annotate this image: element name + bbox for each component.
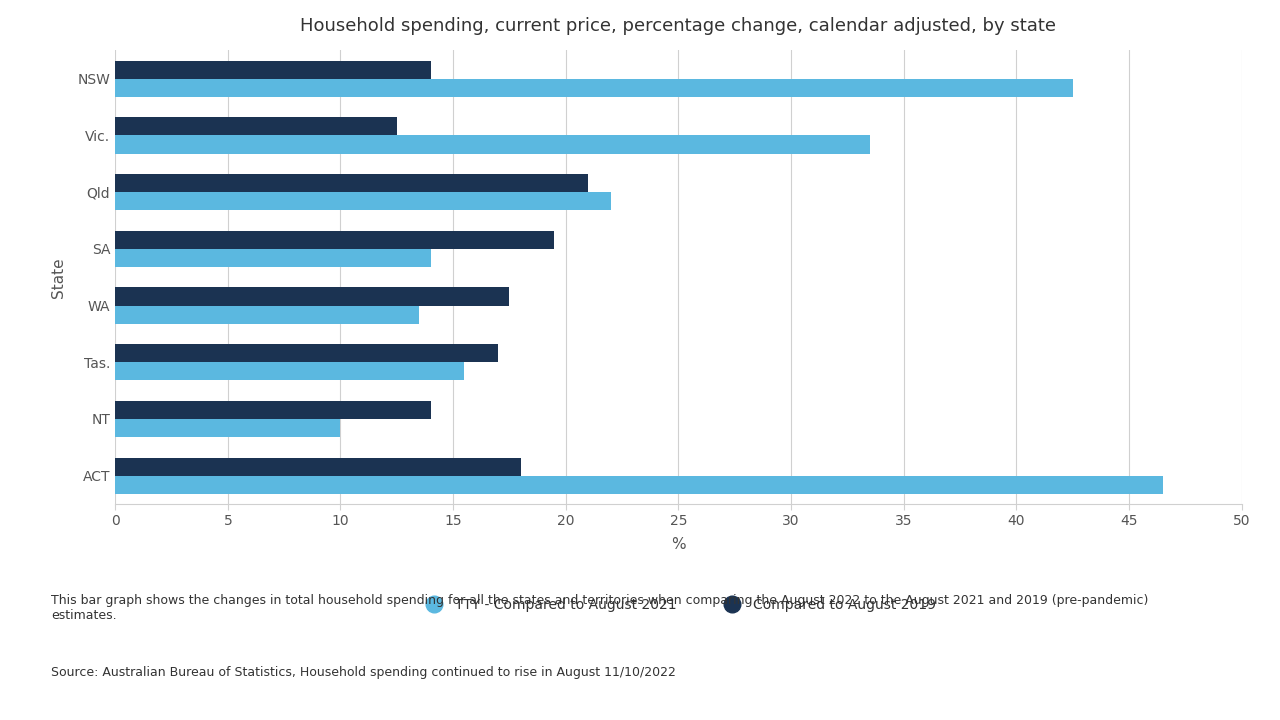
Bar [115,344,498,362]
Bar [115,60,430,78]
Bar [115,457,521,476]
Bar [115,419,340,437]
Text: Source: Australian Bureau of Statistics, Household spending continued to rise in: Source: Australian Bureau of Statistics,… [51,666,676,679]
Legend: TTY - Compared to August 2021, Compared to August 2019: TTY - Compared to August 2021, Compared … [415,593,942,618]
X-axis label: %: % [671,536,686,552]
Bar [115,117,397,135]
Bar [115,476,1162,494]
Bar [115,305,420,324]
Bar [115,230,554,249]
Title: Household spending, current price, percentage change, calendar adjusted, by stat: Household spending, current price, perce… [301,17,1056,35]
Text: This bar graph shows the changes in total household spending for all the states : This bar graph shows the changes in tota… [51,594,1148,622]
Bar [115,135,870,153]
Bar [115,401,430,419]
Bar [115,249,430,267]
Bar [115,192,611,210]
Bar [115,287,509,305]
Bar [115,78,1073,97]
Bar [115,362,465,380]
Y-axis label: State: State [51,257,67,297]
Bar [115,174,589,192]
